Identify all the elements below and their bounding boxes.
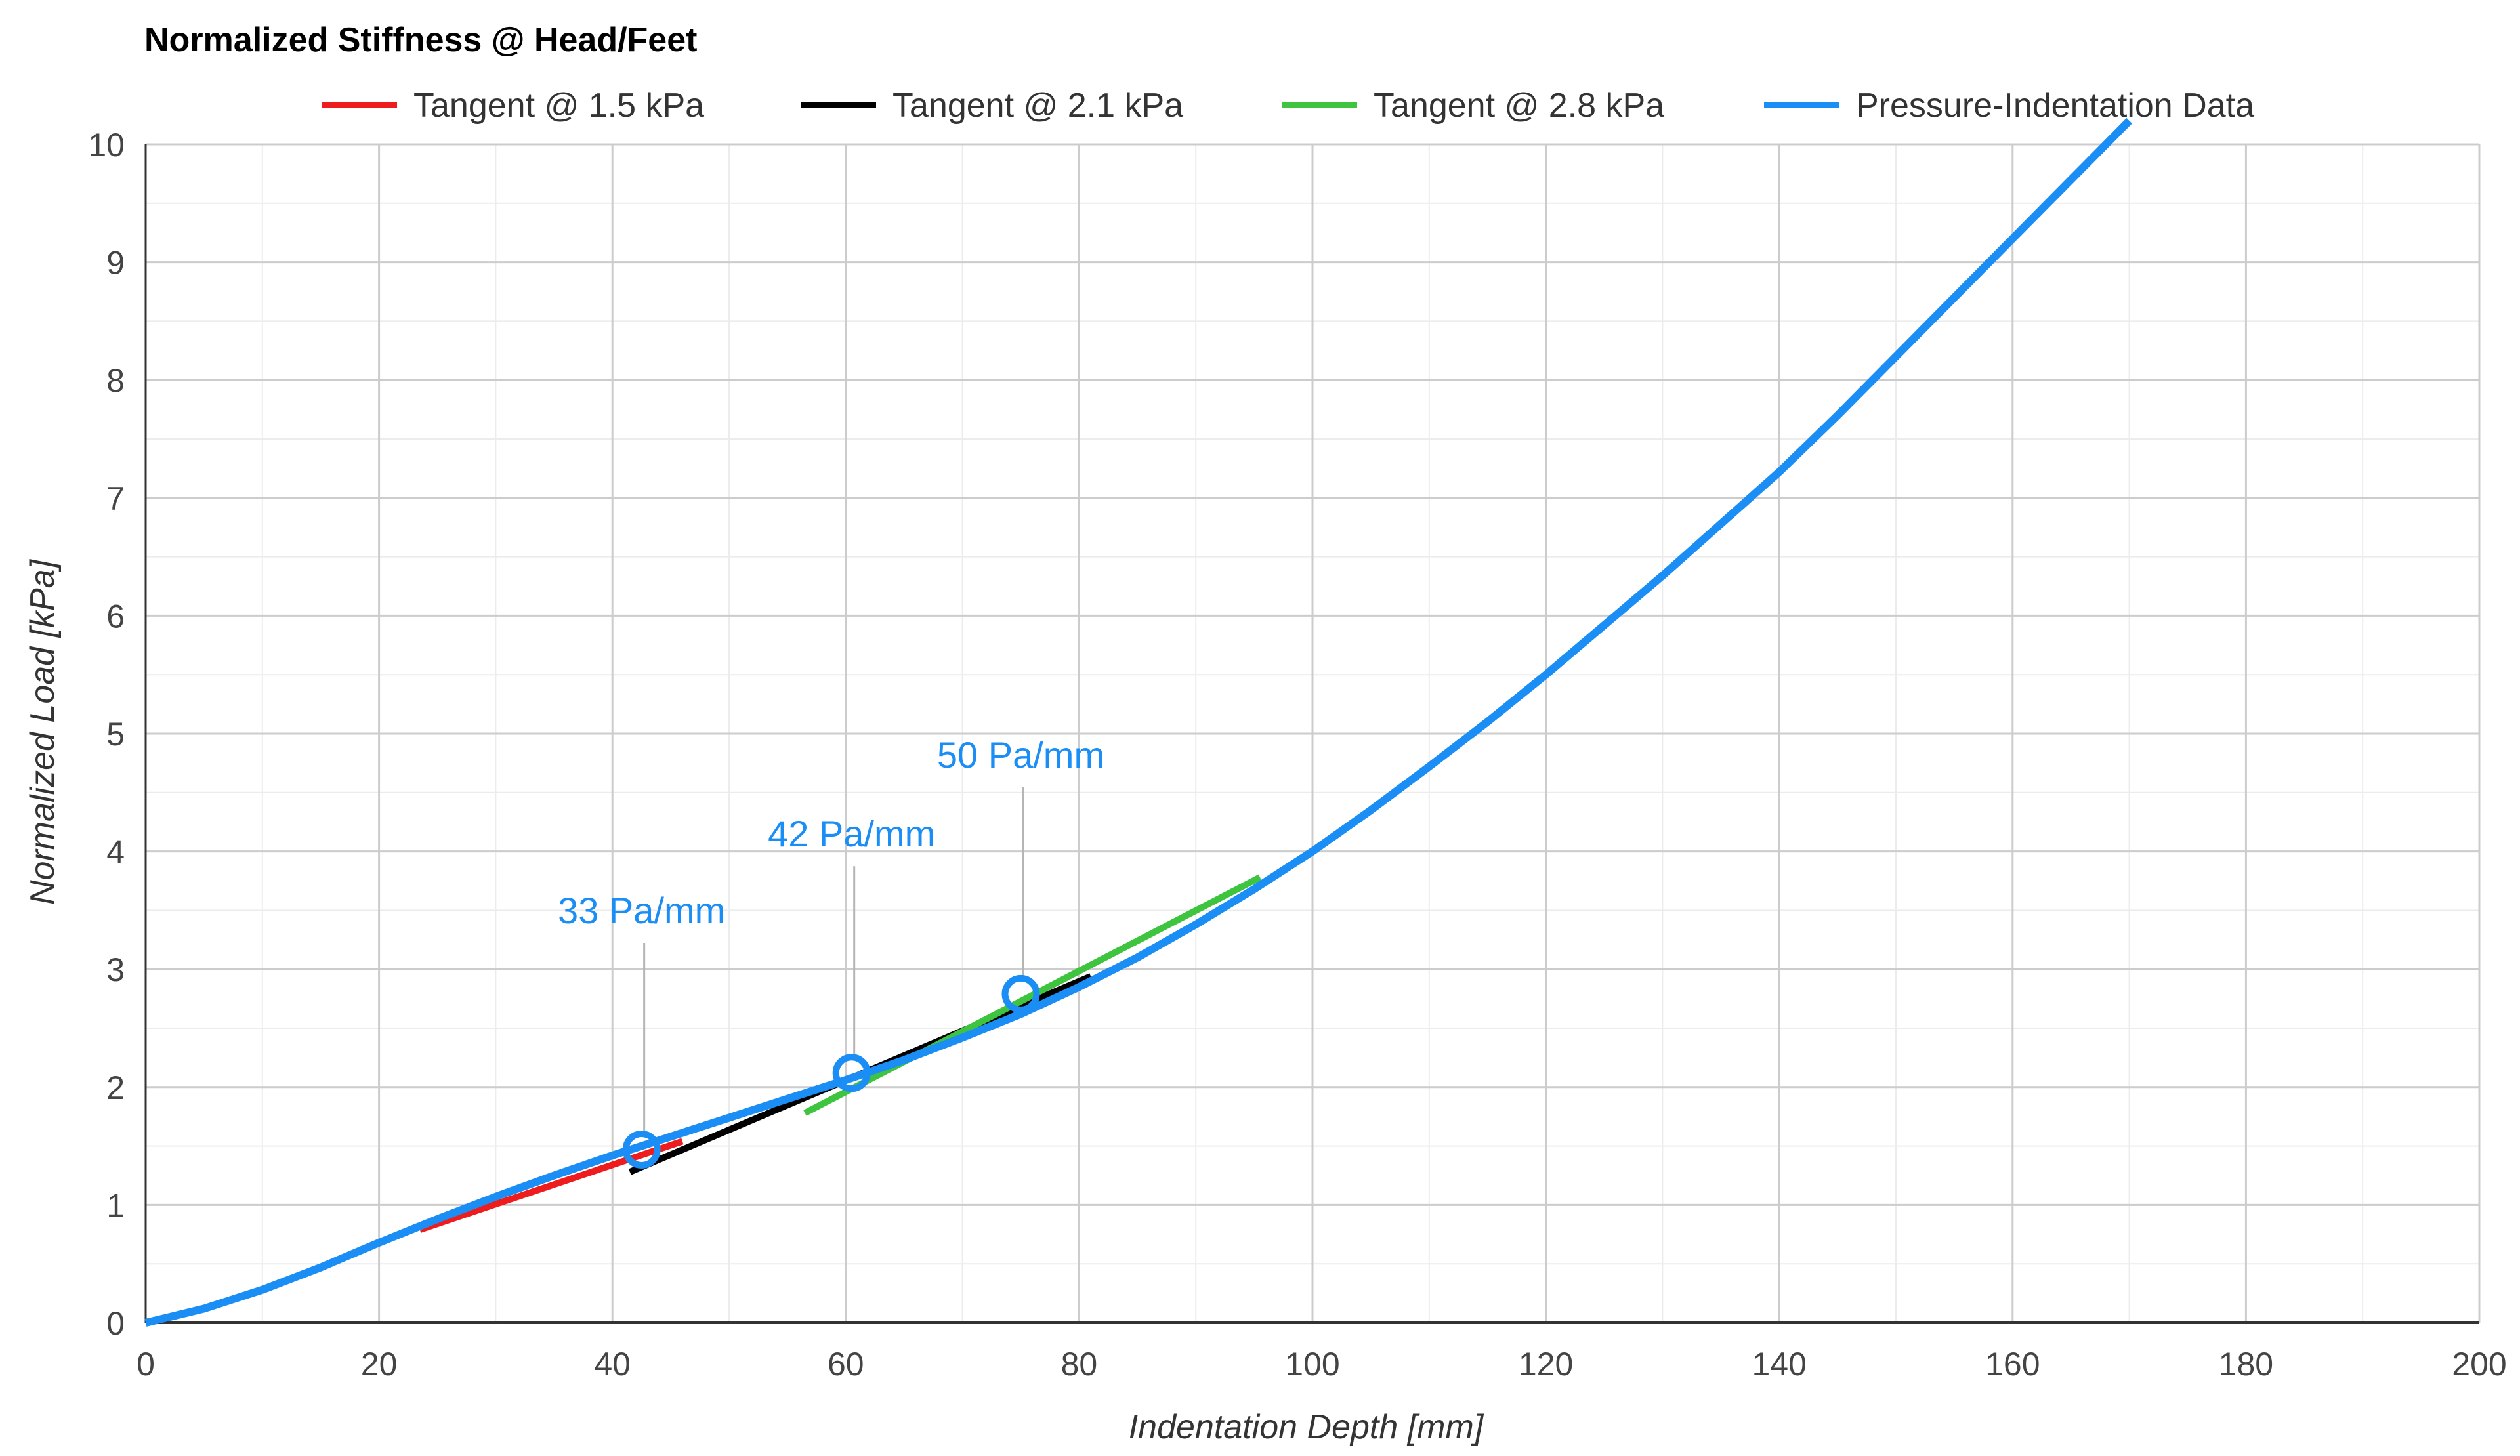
y-tick-label: 4	[106, 834, 125, 871]
axes	[144, 144, 2479, 1324]
x-tick-label: 140	[1752, 1346, 1806, 1383]
x-tick-label: 180	[2219, 1346, 2273, 1383]
tick-labels: 0 20 40 60 80 100 120 140 160 180 200 0 1 2 3 4 5 6 7 8 9 10	[88, 127, 2506, 1383]
series-layer	[144, 117, 2132, 1327]
y-tick-label: 7	[106, 480, 125, 517]
y-tick-label: 6	[106, 598, 125, 634]
annotation-marker	[1001, 974, 1040, 1013]
x-tick-label: 160	[1985, 1346, 2040, 1383]
chart-title: Normalized Stiffness @ Head/Feet	[144, 21, 697, 59]
annotation-label: 33 Pa/mm	[558, 890, 725, 931]
x-tick-label: 60	[828, 1346, 864, 1383]
legend-label: Tangent @ 1.5 kPa	[413, 87, 704, 125]
grid	[146, 143, 2481, 1323]
x-axis-label: Indentation Depth [mm]	[1129, 1408, 1484, 1446]
y-tick-label: 9	[106, 245, 125, 281]
x-tick-label: 0	[136, 1346, 155, 1383]
series-line	[144, 117, 2132, 1327]
x-tick-label: 20	[361, 1346, 398, 1383]
series-line	[419, 1138, 684, 1233]
annotation-label: 50 Pa/mm	[937, 734, 1104, 776]
x-tick-label: 100	[1285, 1346, 1339, 1383]
series-line	[803, 874, 1262, 1116]
annotation-label: 42 Pa/mm	[768, 813, 935, 854]
legend-label: Tangent @ 2.8 kPa	[1374, 87, 1664, 125]
annotation-marker	[622, 1130, 661, 1169]
y-tick-label: 5	[106, 716, 125, 753]
legend: Tangent @ 1.5 kPa Tangent @ 2.1 kPa Tangen…	[322, 87, 2254, 125]
x-tick-label: 80	[1061, 1346, 1098, 1383]
y-tick-label: 10	[88, 127, 125, 163]
y-tick-label: 2	[106, 1070, 125, 1106]
y-tick-label: 0	[106, 1305, 125, 1342]
x-tick-label: 40	[594, 1346, 631, 1383]
x-tick-label: 200	[2452, 1346, 2506, 1383]
y-tick-label: 8	[106, 362, 125, 399]
legend-label: Pressure-Indentation Data	[1856, 87, 2254, 125]
y-axis-label: Normalized Load [kPa]	[24, 558, 62, 905]
y-tick-label: 1	[106, 1187, 125, 1224]
y-tick-label: 3	[106, 951, 125, 988]
annotation-marker	[832, 1054, 871, 1092]
legend-label: Tangent @ 2.1 kPa	[892, 87, 1183, 125]
x-tick-label: 120	[1519, 1346, 1573, 1383]
